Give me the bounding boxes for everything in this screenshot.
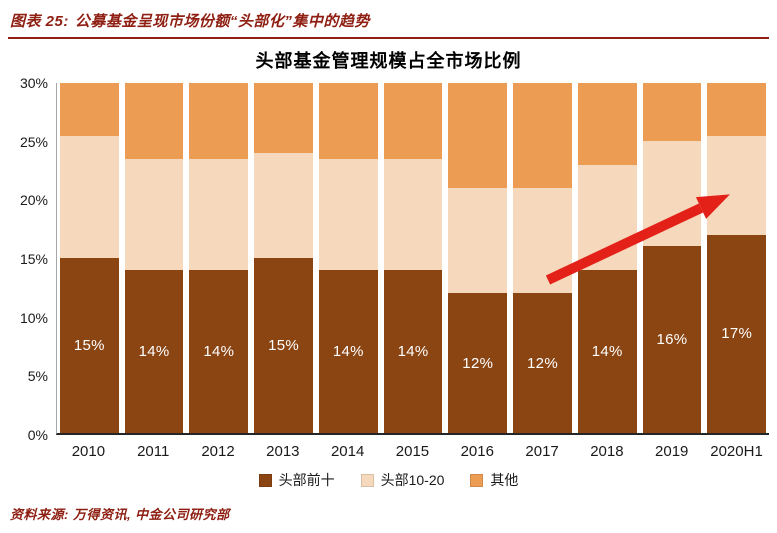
bar-segment-top10: 17% — [707, 234, 767, 433]
legend-label: 头部前十 — [278, 472, 335, 488]
x-axis-label: 2015 — [395, 443, 430, 460]
y-tick-label: 25% — [19, 133, 48, 150]
stacked-bar: 12% — [448, 83, 508, 433]
stacked-bar: 15% — [60, 83, 119, 433]
y-axis: 30% 25% 20% 15% 10% 5% 0% — [8, 75, 56, 443]
bar-value-label: 15% — [268, 337, 300, 354]
bar-segment-top10: 12% — [513, 293, 572, 433]
bar-segment-top10: 15% — [60, 258, 119, 433]
y-tick-label: 10% — [19, 309, 48, 326]
bar-segment-top10: 16% — [642, 246, 702, 433]
y-tick-label: 20% — [19, 192, 48, 209]
stacked-bar: 12% — [513, 83, 572, 433]
bar-segment-next10-20 — [318, 158, 378, 270]
x-axis-label: 2017 — [525, 443, 559, 460]
bar-segment-next10-20 — [448, 188, 508, 293]
bar-segment-other — [60, 83, 119, 136]
bar-segment-next10-20 — [189, 158, 249, 270]
bar-segment-next10-20 — [254, 153, 313, 258]
bar-segment-top10: 14% — [318, 269, 378, 433]
y-tick-label: 5% — [27, 368, 48, 385]
bar-value-label: 14% — [332, 342, 364, 360]
stacked-bar: 14% — [318, 83, 378, 433]
legend: 头部前十 头部10-20 其他 — [8, 470, 769, 490]
stacked-bar: 15% — [254, 83, 313, 433]
bar-value-label: 12% — [462, 354, 494, 372]
bar-segment-top10: 15% — [254, 258, 313, 433]
legend-item: 其他 — [470, 470, 518, 490]
bar-segment-top10: 14% — [189, 269, 249, 433]
legend-item: 头部前十 — [258, 470, 335, 490]
bar-segment-next10-20 — [60, 135, 119, 258]
bar-value-label: 17% — [721, 325, 753, 343]
x-axis-label: 2020H1 — [710, 443, 763, 460]
bar-value-label: 14% — [138, 342, 170, 360]
legend-swatch — [258, 473, 272, 487]
bars-area: 15% 14% 14% 15% 14% 14% 12% 12% 14% 16% 17% — [56, 83, 769, 435]
bar-segment-other — [707, 83, 767, 136]
bar-segment-next10-20 — [642, 141, 702, 247]
x-axis-label: 2013 — [266, 443, 300, 460]
header-divider — [8, 37, 769, 39]
x-axis-label: 2018 — [590, 443, 624, 460]
x-axis-label: 2010 — [71, 443, 106, 460]
figure-number: 图表 25: — [10, 13, 69, 30]
bar-segment-next10-20 — [513, 188, 572, 293]
y-tick-label: 0% — [27, 427, 48, 443]
x-axis: 2010 2011 2012 2013 2014 2015 2016 2017 2018 2019… — [56, 435, 769, 460]
figure-title: 公募基金呈现市场份额“头部化”集中的趋势 — [74, 13, 370, 30]
bar-segment-next10-20 — [577, 164, 637, 270]
legend-item: 头部10-20 — [360, 470, 445, 490]
x-axis-label: 2016 — [460, 443, 494, 460]
legend-swatch — [470, 473, 484, 487]
bar-segment-other — [254, 83, 313, 153]
plot-area: 15% 14% 14% 15% 14% 14% 12% 12% 14% 16% 17% 2010 20… — [56, 83, 769, 460]
stacked-bar-chart: 30% 25% 20% 15% 10% 5% 0% 15% 14% 14% 15% 14% 14% 12… — [8, 75, 769, 460]
bar-value-label: 12% — [527, 354, 558, 372]
bar-segment-next10-20 — [124, 158, 184, 270]
x-axis-label: 2019 — [655, 443, 689, 460]
chart-title: 头部基金管理规模占全市场比例 — [255, 51, 522, 71]
bar-segment-top10: 14% — [383, 269, 443, 433]
x-axis-label: 2011 — [137, 443, 170, 460]
y-tick-label: 15% — [19, 251, 48, 267]
bar-value-label: 15% — [73, 337, 105, 354]
figure-header: 图表 25: 公募基金呈现市场份额“头部化”集中的趋势 — [8, 8, 769, 37]
bar-segment-other — [383, 83, 443, 159]
bar-segment-other — [124, 83, 184, 159]
stacked-bar: 14% — [189, 83, 249, 433]
legend-swatch — [360, 473, 374, 487]
stacked-bar: 14% — [124, 83, 184, 433]
stacked-bar: 14% — [577, 83, 637, 433]
stacked-bar: 17% — [707, 83, 767, 433]
x-axis-label: 2014 — [330, 443, 365, 460]
legend-label: 头部10-20 — [380, 472, 445, 488]
bar-segment-other — [318, 83, 378, 159]
bar-segment-other — [189, 83, 249, 159]
stacked-bar: 14% — [383, 83, 443, 433]
y-tick-label: 30% — [19, 75, 48, 91]
bar-segment-top10: 14% — [577, 269, 637, 433]
legend-label: 其他 — [490, 472, 519, 488]
bar-value-label: 16% — [656, 331, 688, 349]
bar-segment-next10-20 — [707, 135, 767, 235]
bar-segment-other — [577, 83, 637, 165]
bar-value-label: 14% — [397, 342, 429, 360]
x-axis-label: 2012 — [201, 443, 235, 460]
bar-segment-other — [642, 83, 702, 142]
source-note: 资料来源: 万得资讯, 中金公司研究部 — [10, 507, 230, 522]
bar-segment-top10: 14% — [124, 269, 184, 433]
bar-value-label: 14% — [591, 342, 623, 360]
bar-segment-next10-20 — [383, 158, 443, 270]
bar-segment-other — [448, 83, 508, 188]
bar-segment-top10: 12% — [448, 293, 508, 433]
bar-segment-other — [513, 83, 572, 188]
bar-value-label: 14% — [203, 342, 235, 360]
stacked-bar: 16% — [642, 83, 702, 433]
